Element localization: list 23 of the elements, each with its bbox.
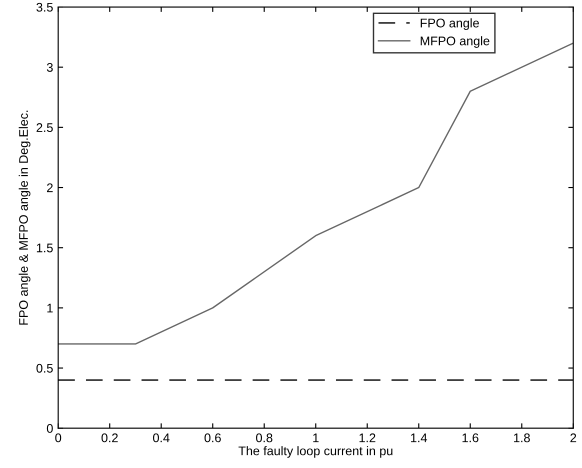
- x-tick-label: 0: [55, 433, 62, 442]
- x-tick-label: 1.2: [360, 433, 376, 442]
- y-tick-label: 0.5: [36, 364, 53, 373]
- x-tick-label: 1: [313, 434, 319, 442]
- x-tick-label: 1.6: [462, 433, 478, 442]
- y-tick-label: 1: [47, 304, 53, 312]
- x-tick-label: 0.6: [204, 433, 221, 442]
- y-tick-label: 2: [47, 183, 53, 192]
- y-tick-label: 2.5: [36, 123, 53, 132]
- x-tick-label: 1.4: [411, 434, 428, 442]
- x-tick-label: 2: [570, 433, 576, 442]
- y-tick-label: 0: [46, 424, 53, 433]
- x-tick-label: 1.8: [514, 433, 530, 442]
- x-tick-label: 0.8: [256, 433, 272, 442]
- legend-label: FPO angle: [420, 18, 479, 30]
- x-axis-title: The faulty loop current in pu: [238, 446, 392, 458]
- y-axis-title: FPO angle & MFPO angle in Deg.Elec.: [18, 110, 30, 325]
- y-tick-label: 3.5: [36, 2, 53, 12]
- y-tick-label: 3: [46, 62, 53, 72]
- legend-label: MFPO angle: [420, 36, 490, 48]
- x-tick-label: 0.2: [102, 433, 118, 442]
- x-tick-label: 0.4: [153, 433, 170, 442]
- y-tick-label: 1.5: [36, 244, 53, 252]
